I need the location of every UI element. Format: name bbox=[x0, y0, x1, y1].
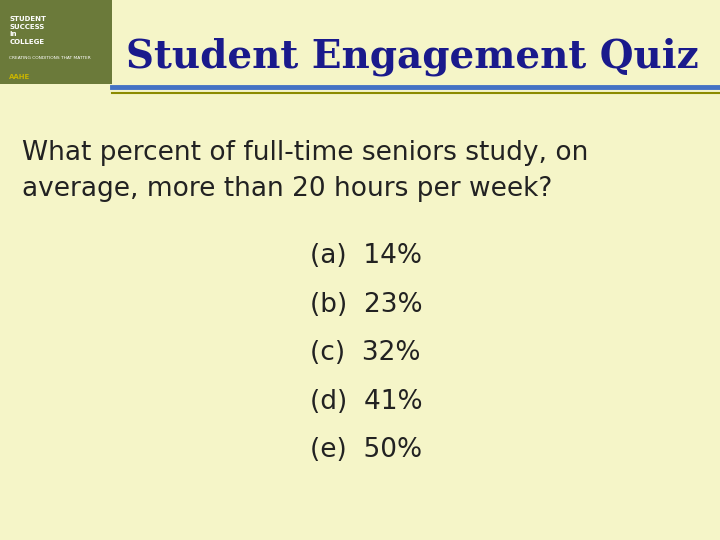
Text: (e)  50%: (e) 50% bbox=[310, 437, 422, 463]
FancyBboxPatch shape bbox=[0, 0, 112, 84]
Text: CREATING CONDITIONS THAT MATTER: CREATING CONDITIONS THAT MATTER bbox=[9, 56, 91, 59]
Text: (d)  41%: (d) 41% bbox=[310, 389, 422, 415]
Text: (b)  23%: (b) 23% bbox=[310, 292, 422, 318]
Text: What percent of full-time seniors study, on
average, more than 20 hours per week: What percent of full-time seniors study,… bbox=[22, 140, 588, 202]
Text: (c)  32%: (c) 32% bbox=[310, 340, 420, 366]
Text: STUDENT
SUCCESS
in
COLLEGE: STUDENT SUCCESS in COLLEGE bbox=[9, 16, 46, 45]
Text: (a)  14%: (a) 14% bbox=[310, 243, 422, 269]
Text: Student Engagement Quiz: Student Engagement Quiz bbox=[126, 37, 698, 76]
Text: AAHE: AAHE bbox=[9, 74, 31, 80]
